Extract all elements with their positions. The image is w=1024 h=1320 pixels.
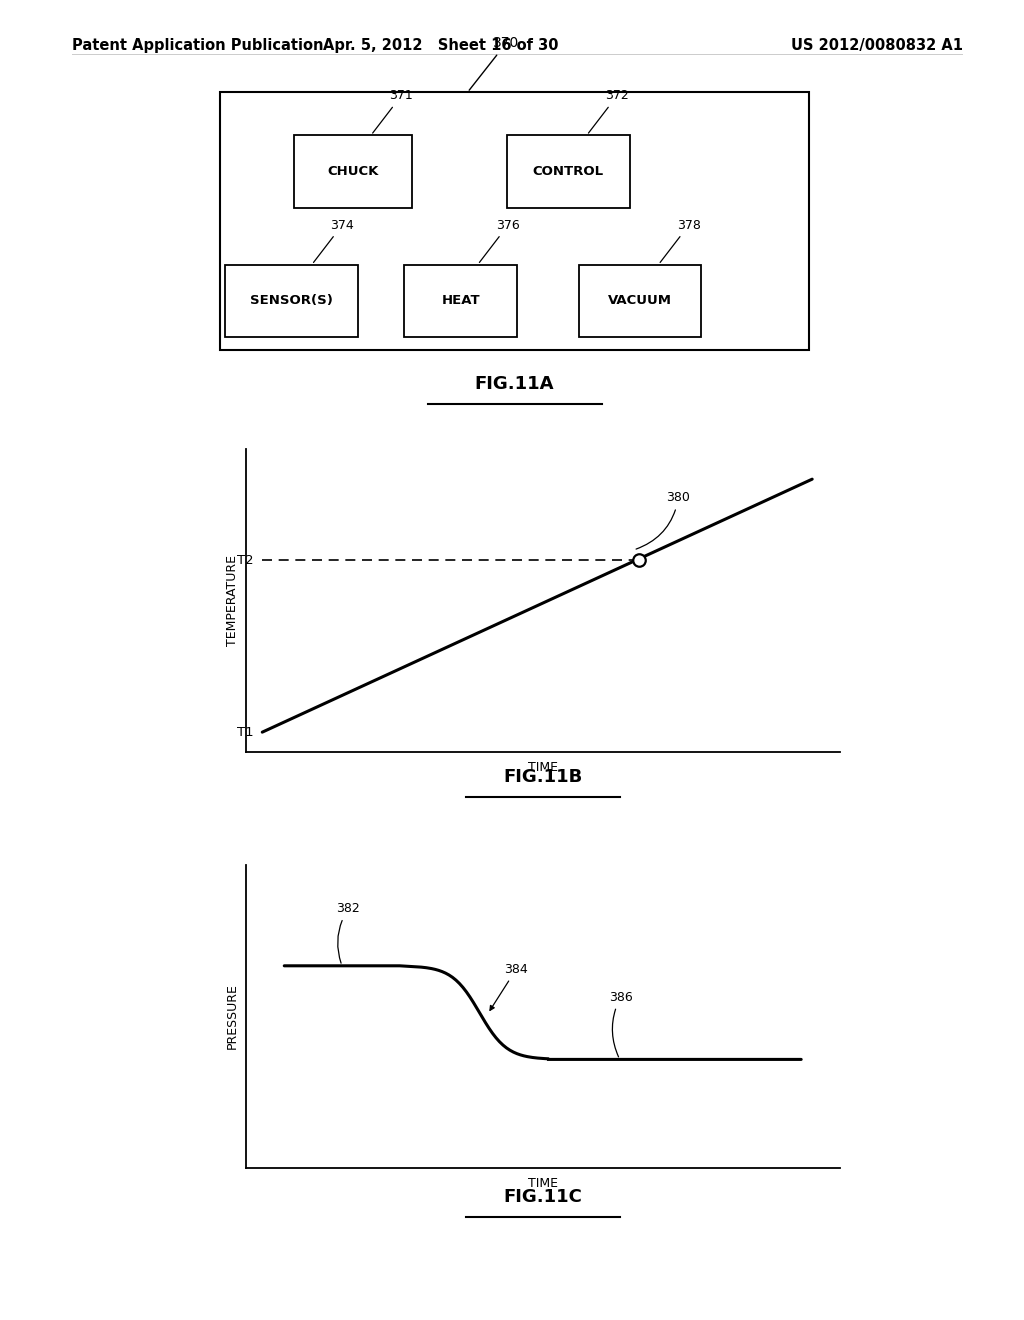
Text: Patent Application Publication: Patent Application Publication [72, 38, 324, 53]
Text: FIG.11C: FIG.11C [503, 1188, 583, 1206]
Text: 372: 372 [589, 90, 629, 133]
X-axis label: TIME: TIME [527, 760, 558, 774]
Text: 380: 380 [636, 491, 690, 549]
Text: 386: 386 [608, 991, 633, 1057]
Text: FIG.11A: FIG.11A [475, 375, 554, 393]
Text: 382: 382 [337, 902, 360, 964]
Y-axis label: PRESSURE: PRESSURE [226, 983, 239, 1049]
Bar [225, 264, 358, 337]
Text: FIG.11B: FIG.11B [503, 768, 583, 787]
X-axis label: TIME: TIME [527, 1176, 558, 1189]
Y-axis label: TEMPERATURE: TEMPERATURE [226, 556, 239, 645]
Text: 376: 376 [479, 219, 520, 263]
Text: T1: T1 [238, 726, 254, 739]
Text: SENSOR(S): SENSOR(S) [251, 294, 333, 308]
Text: US 2012/0080832 A1: US 2012/0080832 A1 [791, 38, 963, 53]
Bar [579, 264, 701, 337]
Text: VACUUM: VACUUM [608, 294, 672, 308]
Text: CHUCK: CHUCK [328, 165, 379, 178]
Text: CONTROL: CONTROL [532, 165, 604, 178]
Bar [295, 135, 412, 207]
Bar [507, 135, 630, 207]
Text: 384: 384 [489, 962, 528, 1010]
Bar [220, 92, 809, 350]
Text: 378: 378 [660, 219, 700, 263]
Text: 370: 370 [469, 36, 519, 90]
Text: 371: 371 [373, 90, 413, 133]
Bar [404, 264, 517, 337]
Text: HEAT: HEAT [441, 294, 480, 308]
Text: 374: 374 [313, 219, 354, 263]
Text: T2: T2 [238, 553, 254, 566]
Text: Apr. 5, 2012   Sheet 16 of 30: Apr. 5, 2012 Sheet 16 of 30 [323, 38, 558, 53]
